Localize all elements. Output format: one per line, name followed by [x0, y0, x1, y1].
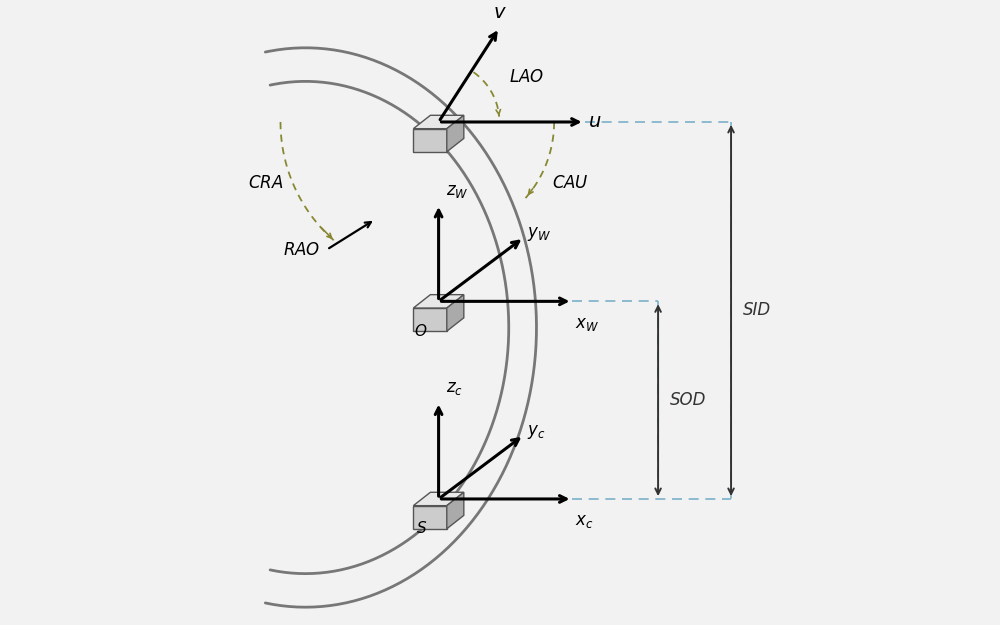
Text: SOD: SOD	[670, 391, 707, 409]
Polygon shape	[413, 294, 464, 308]
Text: $z_c$: $z_c$	[446, 379, 463, 398]
Polygon shape	[413, 129, 447, 152]
Polygon shape	[413, 308, 447, 331]
Text: $x_W$: $x_W$	[575, 315, 600, 332]
Text: $S$: $S$	[416, 520, 427, 536]
Text: $LAO$: $LAO$	[509, 68, 545, 86]
Text: $z_W$: $z_W$	[446, 182, 469, 200]
Polygon shape	[447, 294, 464, 331]
Polygon shape	[413, 492, 464, 506]
Text: $x_c$: $x_c$	[575, 512, 594, 531]
Text: $v$: $v$	[493, 2, 506, 22]
Polygon shape	[413, 506, 447, 529]
Text: $CAU$: $CAU$	[552, 174, 589, 192]
Polygon shape	[413, 115, 464, 129]
Text: $y_c$: $y_c$	[527, 423, 545, 441]
Text: $RAO$: $RAO$	[283, 241, 321, 259]
Text: $y_W$: $y_W$	[527, 226, 551, 244]
Text: $u$: $u$	[588, 112, 601, 131]
Text: $CRA$: $CRA$	[248, 174, 283, 192]
Polygon shape	[447, 492, 464, 529]
Text: SID: SID	[743, 301, 771, 319]
Polygon shape	[447, 115, 464, 152]
Text: $O$: $O$	[414, 322, 427, 339]
